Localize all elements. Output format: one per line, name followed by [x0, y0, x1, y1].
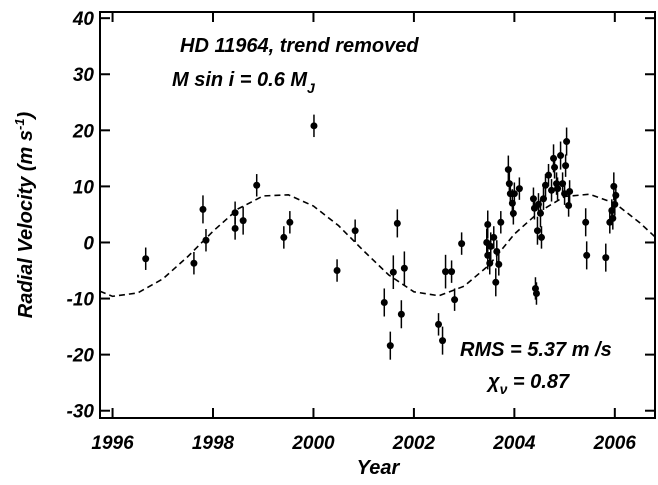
- x-tick-label: 1996: [91, 433, 134, 454]
- data-point: [435, 320, 443, 328]
- data-point: [448, 268, 456, 276]
- data-point: [609, 214, 617, 222]
- data-point: [458, 240, 466, 248]
- data-point: [551, 163, 559, 171]
- fit-curve: [99, 193, 656, 298]
- data-point: [497, 218, 505, 226]
- annotation: M sin i = 0.6 MJ: [172, 69, 316, 96]
- data-point: [380, 298, 388, 306]
- data-point: [490, 233, 498, 241]
- data-point: [190, 259, 198, 267]
- annotation: RMS = 5.37 m /s: [460, 339, 612, 361]
- data-point: [554, 185, 562, 193]
- y-tick-label: -10: [67, 290, 95, 311]
- data-point: [504, 166, 512, 174]
- data-point: [280, 233, 288, 241]
- data-point: [602, 254, 610, 262]
- data-point: [509, 209, 517, 217]
- annotation: χν = 0.87: [486, 371, 570, 397]
- data-point: [557, 152, 565, 160]
- data-point: [505, 180, 513, 188]
- data-point: [529, 195, 537, 203]
- data-point: [550, 154, 558, 162]
- y-label-sup: -1: [12, 118, 27, 130]
- data-point: [545, 171, 553, 179]
- data-point: [548, 186, 556, 194]
- annotation: HD 11964, trend removed: [180, 35, 419, 57]
- data-point: [142, 255, 150, 263]
- y-tick-label: -20: [67, 346, 95, 367]
- y-tick-label: 20: [72, 121, 95, 142]
- data-point: [492, 278, 500, 286]
- data-point: [400, 264, 408, 272]
- annotation-sub: ν: [500, 381, 508, 397]
- y-tick-label: -30: [67, 402, 95, 423]
- data-point: [239, 217, 247, 225]
- data-point: [397, 310, 405, 318]
- data-point: [582, 218, 590, 226]
- annotation-text: M sin i = 0.6 M: [172, 69, 308, 91]
- x-axis-label: Year: [357, 457, 401, 479]
- data-point: [310, 122, 318, 130]
- y-tick-label: 10: [73, 177, 95, 198]
- x-tick-label: 2000: [291, 433, 335, 454]
- annotation-text: = 0.87: [507, 371, 570, 393]
- data-point: [510, 190, 518, 198]
- y-label-text: Radial Velocity (m s: [15, 130, 37, 318]
- data-point: [386, 342, 394, 350]
- data-point: [563, 138, 571, 146]
- y-tick-label: 40: [72, 9, 95, 30]
- y-tick-label: 0: [83, 233, 94, 254]
- x-tick-label: 1998: [192, 433, 235, 454]
- data-point: [562, 162, 570, 170]
- annotation-sub: J: [307, 80, 316, 96]
- data-point: [515, 185, 523, 193]
- data-point: [532, 290, 540, 298]
- data-point: [539, 195, 547, 203]
- data-point: [253, 181, 261, 189]
- data-point: [533, 227, 541, 235]
- data-point: [542, 181, 550, 189]
- data-point: [286, 218, 294, 226]
- data-point: [393, 219, 401, 227]
- y-tick-label: 30: [73, 65, 95, 86]
- data-point: [231, 209, 239, 217]
- data-point: [231, 224, 239, 232]
- data-point: [439, 337, 447, 345]
- data-point: [333, 267, 341, 275]
- plot-frame: [99, 11, 656, 419]
- y-axis-label: Radial Velocity (m s-1): [12, 111, 37, 318]
- data-point: [495, 260, 503, 268]
- data-point: [537, 233, 545, 241]
- data-point: [389, 268, 397, 276]
- data-point: [612, 191, 620, 199]
- data-point: [566, 187, 574, 195]
- data-point: [565, 201, 573, 209]
- x-tick-label: 2002: [392, 433, 436, 454]
- data-point: [442, 268, 450, 276]
- data-point: [451, 296, 459, 304]
- x-tick-label: 2004: [492, 433, 536, 454]
- data-point: [487, 242, 495, 250]
- data-point: [583, 251, 591, 259]
- data-point: [351, 227, 359, 235]
- data-point: [199, 205, 207, 213]
- x-tick-label: 2006: [593, 433, 637, 454]
- annotation-text: χ: [486, 371, 501, 393]
- y-label-text: ): [15, 111, 37, 120]
- data-point: [484, 221, 492, 229]
- data-point: [202, 236, 210, 244]
